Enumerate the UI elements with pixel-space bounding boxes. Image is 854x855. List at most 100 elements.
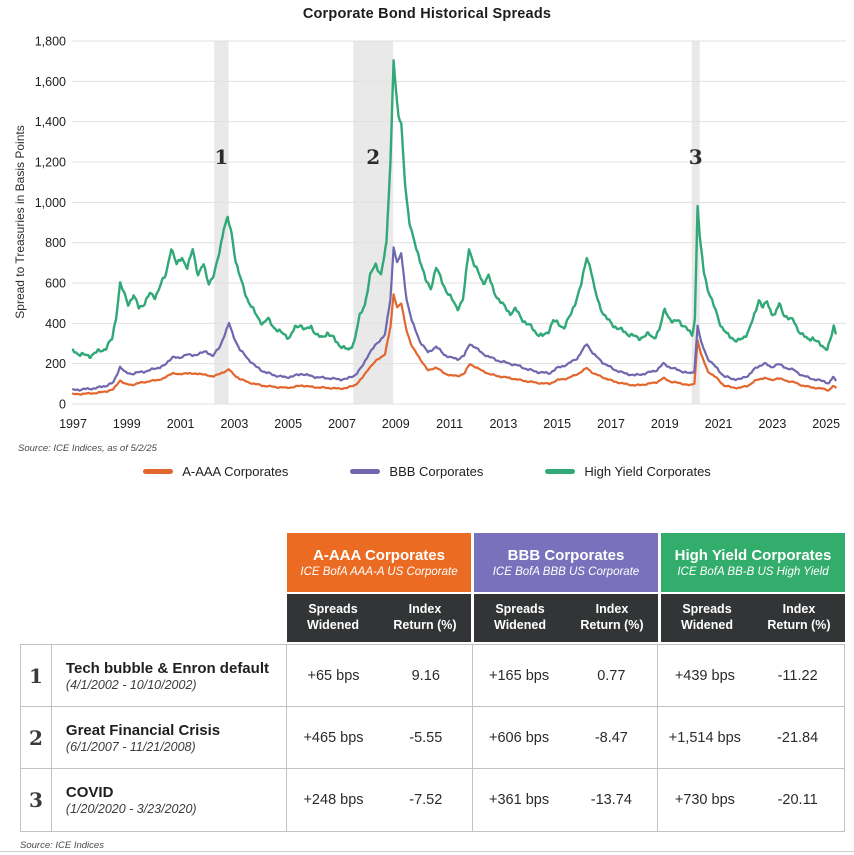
x-tick-label: 2017 bbox=[597, 417, 625, 431]
sub-header-bbb: Spreads Widened Index Return (%) bbox=[474, 594, 658, 642]
y-tick-label: 1,600 bbox=[35, 75, 66, 89]
y-tick-label: 1,000 bbox=[35, 196, 66, 210]
spread-widened-value: +465 bps bbox=[303, 729, 364, 746]
spread-widened-value: +606 bps bbox=[489, 729, 550, 746]
group-subtitle-hy: ICE BofA BB-B US High Yield bbox=[677, 566, 829, 578]
group-header-aaa: A-AAA Corporates ICE BofA AAA-A US Corpo… bbox=[287, 533, 471, 592]
event-name: COVID bbox=[65, 784, 114, 801]
x-tick-label: 2007 bbox=[328, 417, 356, 431]
table-row-tech-bubble: 1 Tech bubble & Enron default (4/1/2002 … bbox=[21, 645, 844, 707]
crisis-band-1 bbox=[214, 41, 229, 404]
index-return-value: -20.11 bbox=[777, 792, 818, 808]
index-return-value: 0.77 bbox=[597, 667, 626, 684]
values-hy: +730 bps -20.11 bbox=[658, 769, 844, 831]
event-dates: (6/1/2007 - 11/21/2008) bbox=[65, 739, 196, 754]
values-bbb: +361 bps -13.74 bbox=[473, 769, 659, 831]
y-tick-label: 0 bbox=[59, 398, 66, 412]
chart-source-note: Source: ICE Indices, as of 5/2/25 bbox=[18, 443, 157, 454]
row-number: 1 bbox=[21, 645, 52, 706]
crisis-band-3 bbox=[691, 41, 700, 404]
events-table-body: 1 Tech bubble & Enron default (4/1/2002 … bbox=[20, 644, 845, 832]
row-number: 3 bbox=[21, 769, 52, 831]
crisis-number-2: 2 bbox=[366, 145, 380, 169]
y-axis-title: Spread to Treasuries in Basis Points bbox=[13, 125, 27, 318]
values-aaa: +65 bps 9.16 bbox=[287, 645, 473, 706]
legend-item-bbb: BBB Corporates bbox=[350, 464, 483, 479]
legend-item-hy: High Yield Corporates bbox=[545, 464, 711, 479]
values-hy: +439 bps -11.22 bbox=[658, 645, 844, 706]
group-title-hy: High Yield Corporates bbox=[674, 547, 832, 564]
group-subtitle-aaa: ICE BofA AAA-A US Corporate bbox=[300, 566, 458, 578]
event-name: Tech bubble & Enron default bbox=[65, 659, 269, 677]
group-header-hy: High Yield Corporates ICE BofA BB-B US H… bbox=[661, 533, 845, 592]
values-bbb: +165 bps 0.77 bbox=[473, 645, 659, 706]
y-tick-label: 800 bbox=[45, 236, 66, 250]
event-cell: Great Financial Crisis (6/1/2007 - 11/21… bbox=[52, 707, 288, 768]
event-dates: (1/20/2020 - 3/23/2020) bbox=[65, 802, 197, 816]
x-tick-label: 2025 bbox=[812, 417, 840, 431]
index-return-value: -7.52 bbox=[409, 792, 443, 808]
col-header-index-return: Index Return (%) bbox=[393, 602, 457, 632]
x-tick-label: 2021 bbox=[705, 417, 733, 431]
legend-label-bbb: BBB Corporates bbox=[389, 464, 484, 479]
spread-widened-value: +361 bps bbox=[489, 792, 550, 808]
col-header-index-return: Index Return (%) bbox=[767, 602, 831, 632]
group-subtitle-bbb: ICE BofA BBB US Corporate bbox=[492, 566, 640, 578]
x-tick-label: 2009 bbox=[382, 417, 410, 431]
event-cell: COVID (1/20/2020 - 3/23/2020) bbox=[52, 769, 288, 831]
series-line-bbb-corporates bbox=[71, 246, 837, 392]
event-name: Great Financial Crisis bbox=[65, 721, 221, 739]
y-tick-label: 400 bbox=[45, 317, 66, 331]
y-tick-label: 200 bbox=[45, 357, 66, 371]
table-source-note: Source: ICE Indices bbox=[20, 840, 104, 851]
values-aaa: +465 bps -5.55 bbox=[287, 707, 473, 768]
values-bbb: +606 bps -8.47 bbox=[473, 707, 659, 768]
x-tick-label: 2003 bbox=[220, 417, 248, 431]
spread-widened-value: +730 bps bbox=[674, 792, 735, 808]
legend-label-aaa: A-AAA Corporates bbox=[182, 464, 289, 479]
group-title-aaa: A-AAA Corporates bbox=[313, 547, 445, 564]
y-tick-label: 1,200 bbox=[35, 156, 66, 170]
spread-widened-value: +165 bps bbox=[489, 667, 550, 684]
crisis-number-3: 3 bbox=[689, 145, 703, 169]
y-tick-label: 600 bbox=[45, 277, 66, 291]
col-header-spreads-widened: Spreads Widened bbox=[307, 602, 359, 632]
sub-header-aaa: Spreads Widened Index Return (%) bbox=[287, 594, 471, 642]
index-return-value: -21.84 bbox=[777, 729, 819, 746]
page-title: Corporate Bond Historical Spreads bbox=[302, 6, 552, 22]
event-dates: (4/1/2002 - 10/10/2002) bbox=[65, 677, 197, 692]
index-return-value: -8.47 bbox=[594, 729, 628, 746]
y-tick-label: 1,400 bbox=[35, 115, 66, 129]
spreads-line-chart: 0 200 400 600 800 1,000 1,200 1,400 1,600 1,800 19… bbox=[13, 35, 846, 431]
table-row-gfc: 2 Great Financial Crisis (6/1/2007 - 11/… bbox=[21, 707, 844, 769]
x-tick-label: 2005 bbox=[274, 417, 302, 431]
index-return-value: -5.55 bbox=[409, 729, 443, 746]
x-tick-label: 1997 bbox=[59, 417, 87, 431]
sub-header-hy: Spreads Widened Index Return (%) bbox=[661, 594, 845, 642]
table-sub-headers: Spreads Widened Index Return (%) Spreads… bbox=[287, 594, 845, 642]
table-group-headers: A-AAA Corporates ICE BofA AAA-A US Corpo… bbox=[287, 533, 845, 592]
spread-widened-value: +439 bps bbox=[674, 667, 735, 684]
event-cell: Tech bubble & Enron default (4/1/2002 - … bbox=[52, 645, 288, 706]
x-tick-label: 2019 bbox=[651, 417, 679, 431]
series-line-a-aaa-corporates bbox=[71, 293, 837, 396]
values-aaa: +248 bps -7.52 bbox=[287, 769, 473, 831]
x-tick-label: 2023 bbox=[758, 417, 786, 431]
crisis-number-1: 1 bbox=[214, 145, 228, 169]
x-tick-label: 2001 bbox=[167, 417, 195, 431]
legend-swatch-hy-icon bbox=[545, 469, 576, 474]
x-tick-label: 2015 bbox=[543, 417, 571, 431]
legend-label-hy: High Yield Corporates bbox=[584, 464, 711, 479]
col-header-index-return: Index Return (%) bbox=[580, 602, 644, 632]
group-title-bbb: BBB Corporates bbox=[507, 547, 625, 564]
spread-widened-value: +65 bps bbox=[307, 667, 360, 684]
legend-item-aaa: A-AAA Corporates bbox=[143, 464, 288, 479]
index-return-value: -13.74 bbox=[590, 792, 632, 808]
col-header-spreads-widened: Spreads Widened bbox=[494, 602, 546, 632]
x-tick-label: 2013 bbox=[489, 417, 517, 431]
row-number: 2 bbox=[21, 707, 52, 768]
spread-widened-value: +1,514 bps bbox=[668, 729, 741, 746]
col-header-spreads-widened: Spreads Widened bbox=[681, 602, 733, 632]
index-return-value: -11.22 bbox=[777, 667, 818, 684]
